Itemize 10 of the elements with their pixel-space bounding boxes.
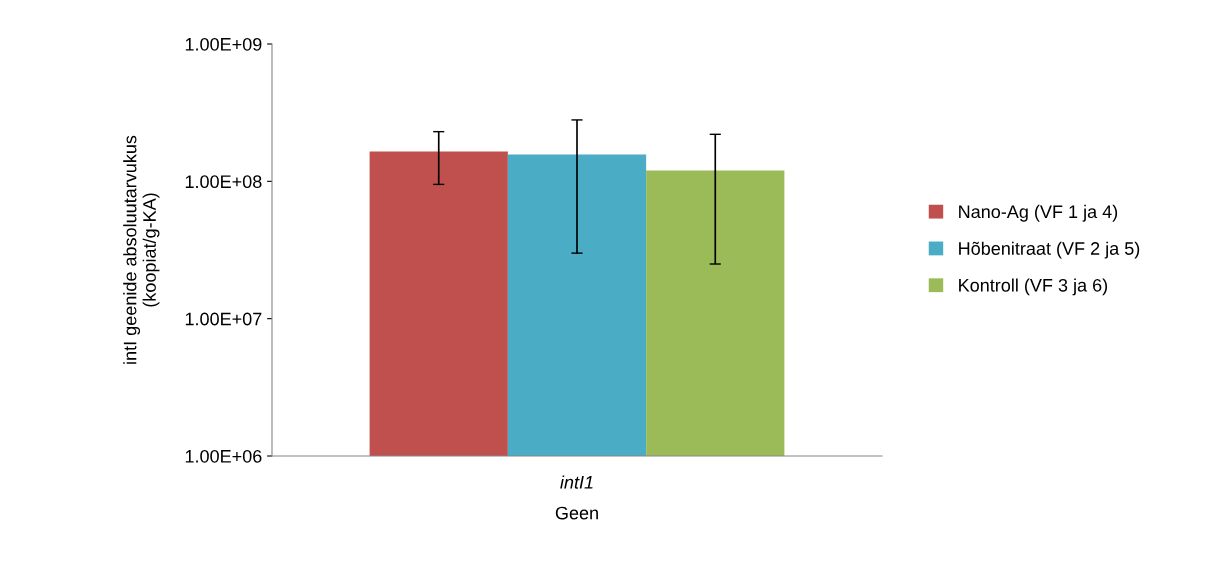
y-tick-label: 1.00E+06 bbox=[185, 449, 262, 463]
legend-label: Hõbenitraat (VF 2 ja 5) bbox=[959, 241, 1140, 259]
y-tick-label: 1.00E+07 bbox=[185, 312, 262, 326]
x-axis-title: Geen bbox=[555, 506, 598, 520]
y-axis-title: intI geenide absoluutarvukus (koopiat/g-KA) bbox=[123, 135, 160, 364]
y-tick-label: 1.00E+08 bbox=[185, 175, 262, 189]
legend-label: Kontroll (VF 3 ja 6) bbox=[959, 278, 1108, 296]
legend-label: Nano-Ag (VF 1 ja 4) bbox=[959, 204, 1118, 222]
x-tick-label: intI1 bbox=[560, 475, 593, 489]
y-tick-label: 1.00E+09 bbox=[185, 37, 262, 51]
